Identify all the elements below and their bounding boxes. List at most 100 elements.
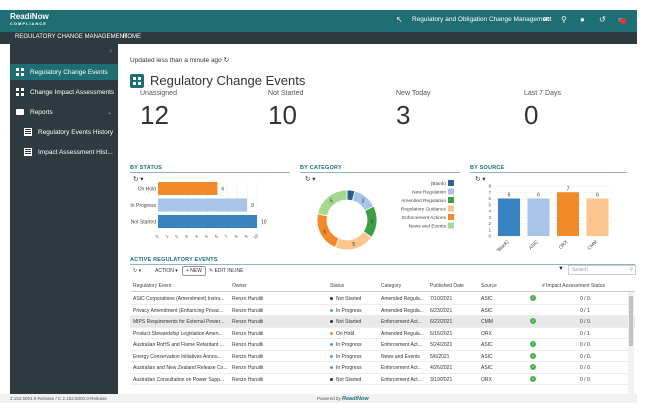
- cell-regulatory-event[interactable]: Australian RoHS and Flame Retardant ...: [133, 342, 224, 348]
- table-toolbar: ↻ ▾ ACTION ▾ + NEW ✎ EDIT INLINE ▼ Searc…: [130, 265, 636, 276]
- sidebar-item-change-impact-assessments[interactable]: Change Impact Assessments: [10, 84, 118, 100]
- search-input[interactable]: Search ⚲: [568, 265, 636, 275]
- status-bar[interactable]: [158, 215, 257, 228]
- cell-status: In Progress: [330, 365, 362, 371]
- section-divider: [300, 172, 460, 173]
- x-tick-label: 3: [184, 233, 190, 239]
- cell-owner: Renzo Huruitii: [232, 365, 264, 371]
- cell-regulatory-event[interactable]: Australian and New Zealand Release Co...: [133, 365, 228, 371]
- pie-slice[interactable]: [316, 213, 340, 249]
- report-table-icon: [24, 128, 32, 136]
- column-header-category[interactable]: Category: [381, 283, 402, 289]
- sidebar: ‹ Regulatory Change Events Change Impact…: [10, 44, 118, 394]
- chart-refresh-icon[interactable]: ↻ ▾: [133, 176, 144, 183]
- sidebar-item-regulatory-events-history[interactable]: Regulatory Events History: [10, 124, 118, 140]
- filter-icon[interactable]: ▼: [558, 266, 564, 272]
- edit-inline-button[interactable]: ✎ EDIT INLINE: [209, 268, 244, 274]
- table-row[interactable]: MIPS Requirements for External Power... R…: [130, 316, 635, 328]
- column-header-source[interactable]: Source: [481, 283, 497, 289]
- cell-impact-assessment-count: 0 / 1: [580, 307, 590, 314]
- mail-icon[interactable]: ✉: [543, 15, 550, 24]
- table-row[interactable]: Australian Consultation on Power Supp...…: [130, 374, 635, 385]
- y-tick-label: 6: [488, 196, 491, 201]
- check-icon: ✓: [530, 341, 536, 347]
- data-label: 5: [323, 230, 326, 236]
- column-header-owner[interactable]: Owner: [232, 283, 247, 289]
- data-label: 10: [261, 220, 267, 226]
- data-label: 7: [567, 186, 570, 192]
- column-header-status[interactable]: Status: [330, 283, 345, 289]
- table-row[interactable]: ASIC Corporations (Amendment) Instru... R…: [130, 293, 635, 305]
- kpi-unassigned-value[interactable]: 12: [140, 100, 169, 130]
- menu-regulatory-change-management[interactable]: REGULATORY CHANGE MANAGEMENT: [15, 34, 128, 40]
- check-icon: ✓: [530, 364, 536, 370]
- cell-impact-assessment-count: 0 / 1: [580, 330, 590, 337]
- dashboard-icon: [16, 68, 24, 76]
- table-refresh-icon[interactable]: ↻ ▾: [133, 268, 142, 274]
- cell-regulatory-event[interactable]: Australian Consultation on Power Supp...: [133, 376, 225, 383]
- table-row[interactable]: Privacy Amendment (Enhancing Privac... Re…: [130, 305, 635, 316]
- collapse-sidebar-icon[interactable]: ‹: [109, 48, 112, 55]
- data-label: 4: [371, 220, 374, 226]
- sidebar-item-reports[interactable]: Reports ⌄: [10, 104, 118, 120]
- cell-regulatory-event[interactable]: Product Stewardship Legislation Amen...: [133, 330, 223, 337]
- scrollbar-thumb[interactable]: [629, 296, 633, 346]
- notification-icon[interactable]: ○: [618, 15, 626, 25]
- column-header-regulatory-event[interactable]: Regulatory Event: [133, 283, 172, 289]
- x-tick-label: 0: [154, 233, 160, 239]
- legend-swatch: [448, 222, 454, 229]
- footer: 2.152.5001.0-Release / C 2.152.5000.0-Re…: [0, 394, 637, 403]
- cell-owner: Renzo Huruitii: [232, 342, 264, 348]
- sidebar-item-regulatory-change-events[interactable]: Regulatory Change Events: [10, 64, 118, 80]
- source-bar[interactable]: [557, 192, 579, 236]
- folder-icon: [16, 109, 24, 115]
- cell-regulatory-event[interactable]: Energy Conservation Initiatives Annou...: [133, 353, 222, 360]
- version-text: 2.152.5001.0-Release / C 2.152.5000.0-Re…: [10, 396, 107, 401]
- cell-source: ORX: [481, 376, 492, 383]
- source-bar[interactable]: [527, 198, 550, 237]
- new-button[interactable]: + NEW: [182, 266, 206, 276]
- column-header-published-date[interactable]: Published Date: [430, 283, 464, 289]
- table-row[interactable]: Product Stewardship Legislation Amen... R…: [130, 328, 635, 339]
- chart-refresh-icon[interactable]: ↻ ▾: [305, 176, 316, 183]
- sidebar-item-impact-assessment-history[interactable]: Impact Assessment Hist...: [10, 144, 118, 160]
- cell-regulatory-event[interactable]: Privacy Amendment (Enhancing Privac...: [133, 307, 224, 314]
- status-dot: [330, 343, 333, 347]
- source-bar[interactable]: [586, 198, 609, 237]
- y-tick-label: 4: [488, 209, 491, 214]
- cell-source: ASIC: [481, 296, 493, 302]
- source-bar[interactable]: [498, 198, 520, 237]
- legend-swatch: [448, 197, 454, 203]
- kpi-new-today-value[interactable]: 3: [396, 100, 411, 130]
- back-arrow-icon[interactable]: ↖: [396, 15, 403, 24]
- kpi-not-started-label: Not Started: [268, 90, 304, 97]
- chevron-down-icon: ⌄: [106, 109, 112, 116]
- cell-status: In Progress: [330, 342, 362, 348]
- data-label: 5: [352, 242, 355, 248]
- kpi-not-started-value[interactable]: 10: [268, 100, 297, 130]
- status-bar[interactable]: [158, 182, 218, 195]
- table-row[interactable]: Energy Conservation Initiatives Annou...…: [130, 351, 635, 362]
- menu-home[interactable]: HOME: [123, 34, 141, 40]
- status-bar[interactable]: [158, 198, 248, 212]
- y-tick-label: 3: [488, 215, 491, 220]
- pie-slice[interactable]: [317, 189, 348, 217]
- search-icon[interactable]: ⚲: [561, 15, 567, 24]
- table-row[interactable]: Australian and New Zealand Release Co...…: [130, 362, 635, 374]
- column-header-impact-assessment-status[interactable]: # Impact Assessment Status: [542, 283, 606, 289]
- cell-regulatory-event[interactable]: ASIC Corporations (Amendment) Instru...: [133, 296, 225, 302]
- kpi-last-7-days-value[interactable]: 0: [524, 100, 539, 130]
- action-button[interactable]: ACTION ▾: [155, 268, 178, 274]
- data-label: 3: [361, 199, 364, 205]
- sidebar-item-label: Regulatory Change Events: [30, 68, 108, 76]
- readinow-logo[interactable]: ReadiNow COMPLIANCE: [10, 12, 49, 26]
- dashboard-icon: [16, 88, 24, 96]
- chart-refresh-icon[interactable]: ↻ ▾: [475, 176, 486, 183]
- table-scrollbar[interactable]: [628, 292, 634, 396]
- cell-regulatory-event[interactable]: MIPS Requirements for External Power...: [133, 319, 225, 325]
- history-icon[interactable]: ↺: [599, 15, 606, 24]
- x-tick-label: 9: [243, 233, 249, 239]
- user-icon[interactable]: ●: [580, 15, 585, 24]
- refresh-icon[interactable]: ↻: [223, 57, 230, 64]
- table-row[interactable]: Australian RoHS and Flame Retardant ... R…: [130, 339, 635, 351]
